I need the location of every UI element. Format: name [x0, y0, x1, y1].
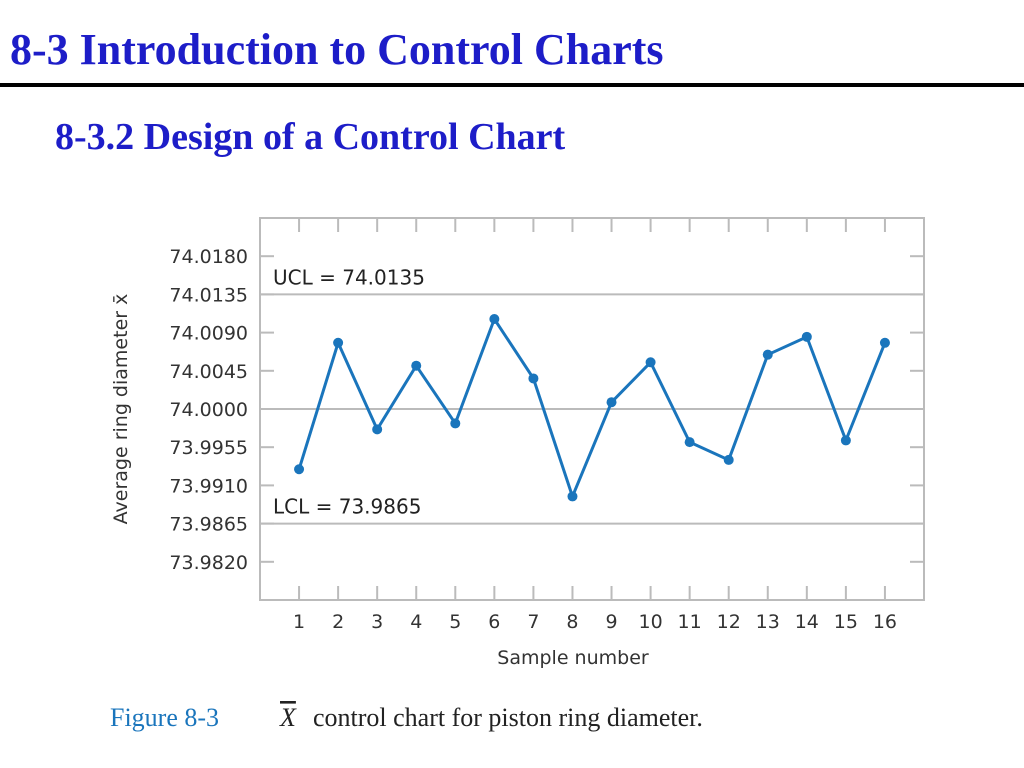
x-tick-label: 4: [410, 611, 422, 633]
x-tick-label: 16: [873, 611, 897, 633]
x-tick-label: 3: [371, 611, 383, 633]
x-tick-label: 10: [638, 611, 662, 633]
x-tick-label: 9: [605, 611, 617, 633]
data-point: [762, 349, 773, 360]
data-point: [333, 337, 344, 348]
x-axis-label: Sample number: [497, 647, 649, 669]
y-tick-label: 73.9820: [169, 552, 248, 574]
data-point: [489, 314, 500, 325]
caption-symbol: X: [279, 703, 297, 732]
y-tick-label: 74.0180: [169, 246, 248, 268]
y-tick-label: 73.9910: [169, 475, 248, 497]
x-tick-label: 5: [449, 611, 461, 633]
x-tick-label: 7: [527, 611, 539, 633]
data-point: [606, 397, 617, 408]
data-point: [528, 373, 539, 384]
x-tick-label: 12: [717, 611, 741, 633]
control-limit-label: LCL = 73.9865: [273, 495, 421, 519]
y-tick-label: 73.9865: [169, 514, 248, 536]
y-tick-label: 74.0000: [169, 399, 248, 421]
caption-label: Figure 8-3: [110, 703, 219, 732]
data-point: [294, 464, 305, 475]
series-line: [297, 315, 887, 501]
data-point: [645, 357, 656, 368]
x-tick-label: 6: [488, 611, 500, 633]
data-point: [450, 418, 461, 429]
caption-text: control chart for piston ring diameter.: [313, 703, 703, 732]
data-point: [840, 435, 851, 446]
x-tick-label: 13: [756, 611, 780, 633]
title-rule: [0, 83, 1024, 87]
x-tick-label: 14: [795, 611, 819, 633]
data-point: [372, 424, 383, 435]
control-limit-label: UCL = 74.0135: [273, 265, 425, 289]
y-tick-label: 73.9955: [169, 437, 248, 459]
x-tick-label: 15: [834, 611, 858, 633]
y-axis-label: Average ring diameter x̄: [110, 294, 132, 525]
x-tick-label: 11: [678, 611, 702, 633]
x-tick-label: 1: [293, 611, 305, 633]
data-point: [723, 454, 734, 465]
data-point: [567, 491, 578, 502]
slide-title: 8-3 Introduction to Control Charts: [10, 25, 664, 74]
data-point: [684, 437, 695, 448]
slide-subtitle: 8-3.2 Design of a Control Chart: [55, 116, 566, 158]
y-tick-label: 74.0045: [169, 361, 248, 383]
data-point: [879, 337, 890, 348]
y-tick-label: 74.0135: [169, 284, 248, 306]
x-tick-label: 8: [566, 611, 578, 633]
y-tick-label: 74.0090: [169, 323, 248, 345]
data-point: [411, 360, 422, 371]
x-tick-label: 2: [332, 611, 344, 633]
data-point: [801, 331, 812, 342]
